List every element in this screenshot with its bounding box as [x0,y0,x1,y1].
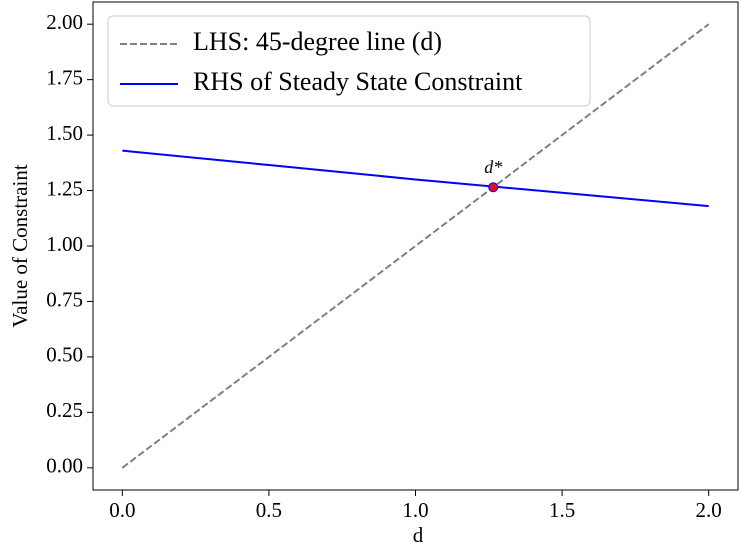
series-line [121,23,710,469]
y-tick-label: 0.00 [46,454,83,478]
x-tick-label: 0.0 [109,498,135,522]
x-tick-label: 0.5 [256,498,282,522]
y-tick-label: 1.75 [46,65,83,89]
axes-frame [92,1,739,491]
x-tick-label: 1.5 [549,498,575,522]
y-tick-label: 1.00 [46,232,83,256]
y-tick-label: 0.75 [46,287,83,311]
y-tick-label: 1.50 [46,121,83,145]
y-tick-label: 1.25 [46,176,83,200]
point [488,182,499,193]
legend-label: RHS of Steady State Constraint [193,67,523,96]
legend-label: LHS: 45-degree line (d) [193,27,442,56]
y-tick-label: 0.25 [46,398,83,422]
y-tick-label: 0.50 [46,343,83,367]
x-axis-label: d [413,523,424,547]
legend-box [107,15,591,107]
y-tick-label: 2.00 [46,10,83,34]
x-tick-label: 1.0 [402,498,428,522]
point-label: d* [484,157,502,177]
x-tick-label: 2.0 [696,498,722,522]
y-axis-label: Value of Constraint [8,164,32,327]
series-line [122,149,709,208]
